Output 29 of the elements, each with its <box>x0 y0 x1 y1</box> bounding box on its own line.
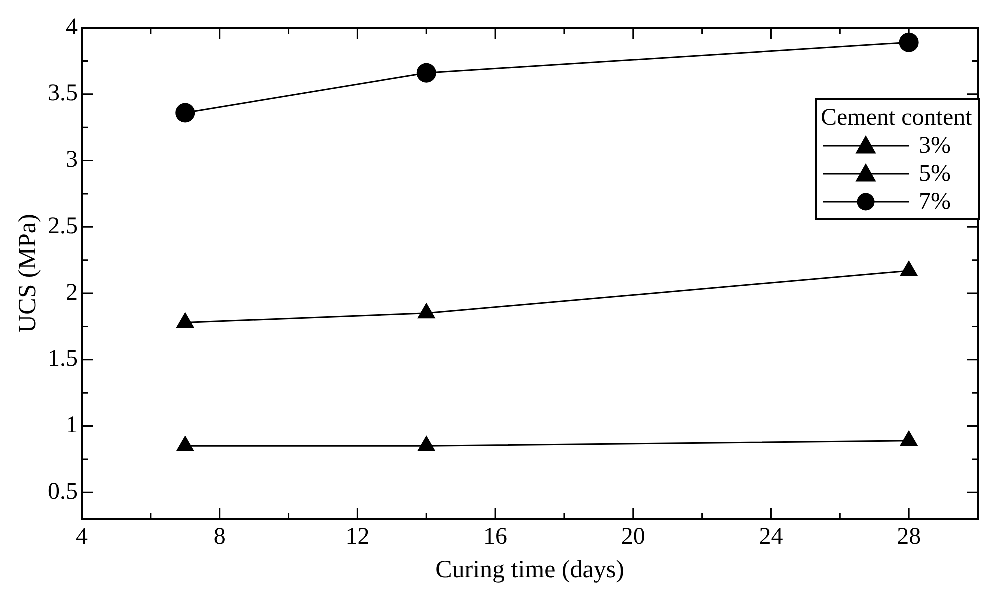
x-tick-label: 16 <box>484 524 508 550</box>
legend-label: 5% <box>919 160 951 188</box>
point <box>176 312 194 328</box>
legend-title: Cement content <box>821 104 972 132</box>
x-tick-label: 20 <box>621 524 646 550</box>
x-tick-label: 24 <box>759 524 784 550</box>
y-tick-label: 2 <box>66 280 78 306</box>
y-tick-label: 3 <box>66 147 78 174</box>
point <box>176 103 196 123</box>
y-axis-title: UCS (MPa) <box>14 214 42 333</box>
legend-label: 3% <box>919 132 951 160</box>
point <box>418 436 436 452</box>
y-tick-label: 4 <box>66 14 78 40</box>
point <box>418 304 436 319</box>
x-tick-label: 8 <box>214 524 226 550</box>
y-tick-label: 0.5 <box>48 478 78 505</box>
x-axis-title: Curing time (days) <box>436 556 624 584</box>
y-tick-label: 2.5 <box>48 213 78 240</box>
x-tick-label: 28 <box>897 524 922 550</box>
legend-label: 7% <box>919 188 951 216</box>
y-tick-label: 1.5 <box>48 346 78 372</box>
x-tick-label: 12 <box>346 524 370 550</box>
point <box>900 431 918 446</box>
y-tick-label: 3.5 <box>48 80 78 107</box>
point <box>416 63 436 83</box>
point <box>899 32 919 52</box>
point <box>176 436 194 452</box>
point <box>900 261 918 276</box>
y-tick-label: 1 <box>66 412 78 439</box>
